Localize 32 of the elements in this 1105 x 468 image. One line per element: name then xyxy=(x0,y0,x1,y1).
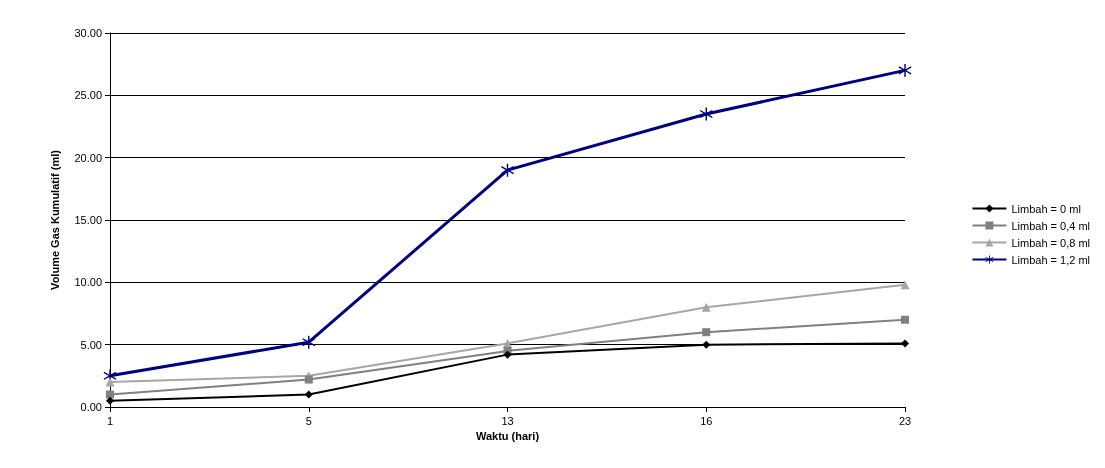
point xyxy=(302,335,316,349)
y-tick-label: 30.00 xyxy=(74,27,102,39)
x-axis-title: Waktu (hari) xyxy=(475,430,540,443)
x-tick-label: 5 xyxy=(305,414,312,427)
y-tick-label: 20.00 xyxy=(74,151,102,164)
point xyxy=(898,63,912,77)
point xyxy=(900,280,910,290)
legend-label: Limbah = 0,8 ml xyxy=(1011,236,1091,249)
point xyxy=(701,302,711,312)
y-tick-label: 10.00 xyxy=(74,276,102,289)
point xyxy=(501,163,514,177)
point xyxy=(106,390,114,399)
point xyxy=(304,390,313,399)
point xyxy=(702,340,711,349)
x-tick-label: 13 xyxy=(501,414,514,427)
point xyxy=(901,315,909,324)
point xyxy=(304,375,313,384)
y-tick-label: 25.00 xyxy=(74,89,102,102)
point xyxy=(105,377,115,387)
x-tick-label: 23 xyxy=(898,414,912,427)
legend-label: Limbah = 1,2 ml xyxy=(1011,253,1091,266)
legend-label: Limbah = 0,4 ml xyxy=(1011,219,1091,232)
y-tick-label: 5.00 xyxy=(80,338,102,351)
y-tick-label: 15.00 xyxy=(74,214,102,226)
y-tick-label: 0.00 xyxy=(80,401,102,413)
point xyxy=(503,350,512,359)
y-axis-title: Volume Gas Kumulatif (ml) xyxy=(48,149,61,290)
legend-label: Limbah = 0 ml xyxy=(1011,202,1081,215)
x-tick-label: 16 xyxy=(700,414,713,427)
x-tick-label: 1 xyxy=(106,414,114,427)
point xyxy=(901,339,909,348)
point xyxy=(702,328,711,337)
